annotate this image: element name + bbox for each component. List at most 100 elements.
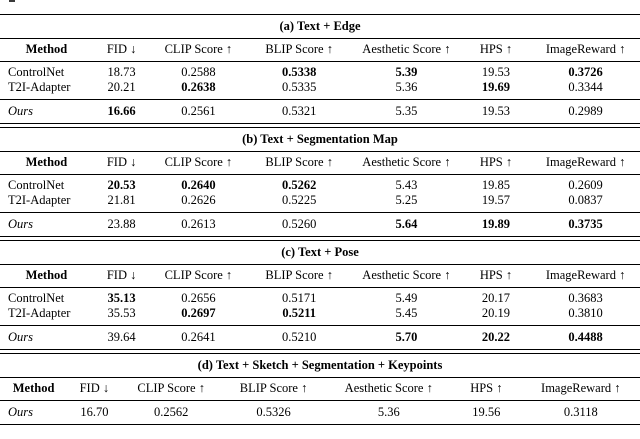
- col-header-hps: HPS ↑: [460, 38, 532, 62]
- col-header-aesthetic-score: Aesthetic Score ↑: [351, 264, 461, 288]
- subtable-d-caption-row: (d) Text + Sketch + Segmentation + Keypo…: [0, 353, 640, 378]
- cell-hps: 19.57: [481, 193, 511, 207]
- cell-blip-score: 0.5335: [282, 80, 317, 94]
- table-row-t2i-adapter: T2I-Adapter 35.53 0.2697 0.5211 5.45 20.19 0.3…: [0, 306, 640, 326]
- subtable-b: (b) Text + Segmentation Map Method FID ↓ CL…: [0, 126, 640, 237]
- cell-fid: 16.70: [67, 399, 122, 424]
- cell-fid: 35.53: [107, 306, 136, 320]
- cell-fid: 20.21: [107, 80, 136, 94]
- cell-method: Ours: [0, 99, 93, 124]
- cell-fid: 21.81: [107, 193, 136, 207]
- col-header-method: Method: [0, 377, 68, 401]
- table-row-ours: Ours 23.88 0.2613 0.5260 5.64 19.89 0.3735: [0, 212, 640, 237]
- cell-blip-score: 0.5210: [246, 325, 352, 350]
- cell-clip-score: 0.2561: [150, 99, 247, 124]
- cell-method: ControlNet: [8, 178, 65, 192]
- col-header-aesthetic-score: Aesthetic Score ↑: [351, 38, 461, 62]
- col-header-image-reward: ImageReward ↑: [531, 264, 640, 288]
- col-header-aesthetic-score: Aesthetic Score ↑: [351, 151, 461, 175]
- subtable-a-header-row: Method FID ↓ CLIP Score ↑ BLIP Score ↑ Aesth…: [0, 38, 640, 62]
- table-row-ours: Ours 39.64 0.2641 0.5210 5.70 20.22 0.4488: [0, 325, 640, 350]
- table-row-t2i-adapter: T2I-Adapter 21.81 0.2626 0.5225 5.25 19.57 0.0…: [0, 193, 640, 213]
- cell-blip-score: 0.5211: [282, 306, 317, 320]
- subtable-b-caption: (b) Text + Segmentation Map: [0, 127, 640, 152]
- cell-method: T2I-Adapter: [8, 80, 71, 94]
- col-header-clip-score: CLIP Score ↑: [150, 264, 247, 288]
- col-header-fid: FID ↓: [67, 377, 122, 401]
- col-header-image-reward: ImageReward ↑: [521, 377, 640, 401]
- cell-hps: 19.53: [460, 99, 532, 124]
- results-table-figure: (a) Text + Edge Method FID ↓ CLIP Score ↑ BL…: [0, 0, 640, 425]
- cell-aesthetic-score: 5.39: [395, 65, 418, 79]
- cell-clip-score: 0.2641: [150, 325, 247, 350]
- subtable-c-caption: (c) Text + Pose: [0, 240, 640, 265]
- cell-image-reward: 0.0837: [568, 193, 603, 207]
- col-header-blip-score: BLIP Score ↑: [246, 38, 352, 62]
- subtable-b-caption-row: (b) Text + Segmentation Map: [0, 127, 640, 152]
- cell-image-reward: 0.2609: [568, 178, 603, 192]
- subtable-c-header-row: Method FID ↓ CLIP Score ↑ BLIP Score ↑ Aesth…: [0, 264, 640, 288]
- subtable-c-caption-row: (c) Text + Pose: [0, 240, 640, 265]
- col-header-blip-score: BLIP Score ↑: [220, 377, 327, 401]
- col-header-clip-score: CLIP Score ↑: [121, 377, 221, 401]
- subtable-b-header-row: Method FID ↓ CLIP Score ↑ BLIP Score ↑ Aesth…: [0, 151, 640, 175]
- cell-aesthetic-score: 5.64: [351, 212, 461, 237]
- table-row-ours: Ours 16.70 0.2562 0.5326 5.36 19.56 0.3118: [0, 399, 640, 424]
- cell-hps: 19.69: [481, 80, 511, 94]
- cell-blip-score: 0.5326: [220, 399, 327, 424]
- cell-aesthetic-score: 5.43: [395, 178, 418, 192]
- cell-hps: 20.17: [481, 291, 511, 305]
- cell-blip-score: 0.5260: [246, 212, 352, 237]
- cell-image-reward: 0.4488: [531, 325, 640, 350]
- cell-fid: 23.88: [92, 212, 151, 237]
- page-artifact-mark: [9, 0, 15, 2]
- col-header-blip-score: BLIP Score ↑: [246, 151, 352, 175]
- cell-method: ControlNet: [8, 291, 65, 305]
- cell-blip-score: 0.5225: [282, 193, 317, 207]
- cell-aesthetic-score: 5.45: [395, 306, 418, 320]
- col-header-clip-score: CLIP Score ↑: [150, 151, 247, 175]
- subtable-a: (a) Text + Edge Method FID ↓ CLIP Score ↑ BL…: [0, 13, 640, 124]
- cell-blip-score: 0.5321: [246, 99, 352, 124]
- cell-image-reward: 0.3735: [531, 212, 640, 237]
- cell-fid: 18.73: [107, 65, 136, 79]
- col-header-method: Method: [0, 151, 93, 175]
- cell-method: Ours: [0, 325, 93, 350]
- cell-hps: 19.53: [481, 65, 511, 79]
- cell-hps: 20.22: [460, 325, 532, 350]
- col-header-fid: FID ↓: [92, 151, 151, 175]
- col-header-blip-score: BLIP Score ↑: [246, 264, 352, 288]
- cell-blip-score: 0.5171: [282, 291, 317, 305]
- table-row-controlnet: ControlNet 18.73 0.2588 0.5338 5.39 19.53 0.37…: [0, 61, 640, 80]
- cell-method: Ours: [0, 399, 68, 424]
- cell-image-reward: 0.3726: [568, 65, 603, 79]
- col-header-fid: FID ↓: [92, 38, 151, 62]
- cell-blip-score: 0.5262: [282, 178, 317, 192]
- cell-clip-score: 0.2588: [181, 65, 216, 79]
- cell-image-reward: 0.2989: [531, 99, 640, 124]
- cell-aesthetic-score: 5.25: [395, 193, 418, 207]
- subtable-c: (c) Text + Pose Method FID ↓ CLIP Score ↑ BL…: [0, 239, 640, 350]
- cell-fid: 16.66: [92, 99, 151, 124]
- cell-image-reward: 0.3810: [568, 306, 603, 320]
- cell-method: ControlNet: [8, 65, 65, 79]
- cell-clip-score: 0.2613: [150, 212, 247, 237]
- cell-fid: 35.13: [107, 291, 136, 305]
- subtable-d-caption: (d) Text + Sketch + Segmentation + Keypo…: [0, 353, 640, 378]
- cell-hps: 20.19: [481, 306, 511, 320]
- cell-clip-score: 0.2562: [121, 399, 221, 424]
- cell-fid: 39.64: [92, 325, 151, 350]
- cell-clip-score: 0.2626: [181, 193, 216, 207]
- col-header-hps: HPS ↑: [460, 264, 532, 288]
- col-header-image-reward: ImageReward ↑: [531, 151, 640, 175]
- cell-hps: 19.56: [451, 399, 522, 424]
- cell-aesthetic-score: 5.49: [395, 291, 418, 305]
- col-header-method: Method: [0, 38, 93, 62]
- cell-clip-score: 0.2640: [181, 178, 216, 192]
- cell-fid: 20.53: [107, 178, 136, 192]
- table-row-ours: Ours 16.66 0.2561 0.5321 5.35 19.53 0.2989: [0, 99, 640, 124]
- subtable-d: (d) Text + Sketch + Segmentation + Keypo…: [0, 352, 640, 425]
- table-row-t2i-adapter: T2I-Adapter 20.21 0.2638 0.5335 5.36 19.69 0.3…: [0, 80, 640, 100]
- table-row-controlnet: ControlNet 35.13 0.2656 0.5171 5.49 20.17 0.36…: [0, 287, 640, 306]
- col-header-hps: HPS ↑: [460, 151, 532, 175]
